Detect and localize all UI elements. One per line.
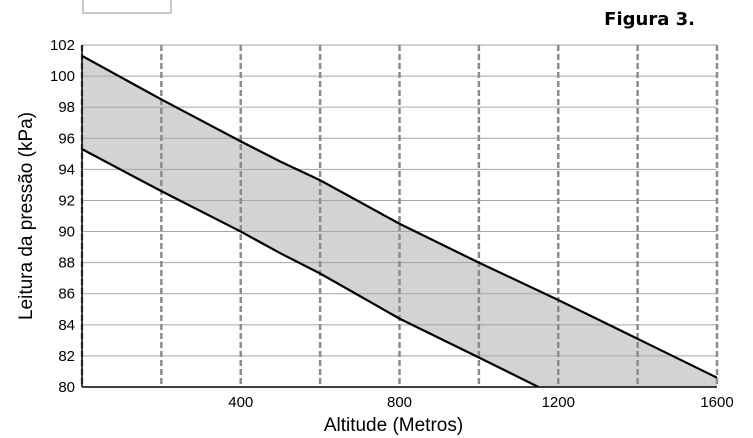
upper-boundary-line	[82, 54, 717, 379]
x-tick-label: 400	[228, 394, 253, 411]
x-axis-title: Altitude (Metros)	[324, 415, 463, 436]
y-tick-label: 100	[50, 68, 75, 85]
y-tick-label: 94	[58, 161, 75, 178]
y-tick-label: 86	[58, 286, 75, 303]
x-tick-label: 1600	[700, 394, 733, 411]
figure-label: Figura 3.	[604, 9, 695, 30]
y-tick-label: 82	[58, 348, 75, 365]
y-axis-title: Leitura da pressão (kPa)	[16, 112, 37, 320]
y-tick-label: 80	[58, 379, 75, 396]
y-tick-label: 102	[50, 37, 75, 54]
partial-box	[82, 0, 172, 14]
x-tick-label: 800	[387, 394, 412, 411]
x-tick-label: 1200	[542, 394, 575, 411]
y-tick-label: 98	[58, 99, 75, 116]
shaded-band	[82, 55, 717, 387]
lower-boundary-line	[82, 148, 539, 387]
y-tick-label: 84	[58, 317, 75, 334]
y-tick-label: 96	[58, 130, 75, 147]
y-tick-label: 92	[58, 192, 75, 209]
y-tick-label: 88	[58, 255, 75, 272]
y-tick-label: 90	[58, 224, 75, 241]
